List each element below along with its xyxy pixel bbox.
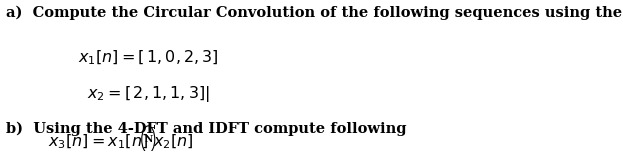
Text: $x_1[n] = [\,1, 0, 2, 3]$: $x_1[n] = [\,1, 0, 2, 3]$ [78,49,219,67]
Text: $x_2 = [\,2, 1, 1, 3]|$: $x_2 = [\,2, 1, 1, 3]|$ [87,84,210,104]
Text: a)  Compute the Circular Convolution of the following sequences using the time d: a) Compute the Circular Convolution of t… [6,5,623,20]
Text: $x_3[n] = x_1[n]$: $x_3[n] = x_1[n]$ [48,133,148,151]
Text: N: N [144,135,153,144]
Text: b)  Using the 4-DFT and IDFT compute following: b) Using the 4-DFT and IDFT compute foll… [6,121,406,136]
Text: $\ x_2[n]$: $\ x_2[n]$ [148,133,194,151]
